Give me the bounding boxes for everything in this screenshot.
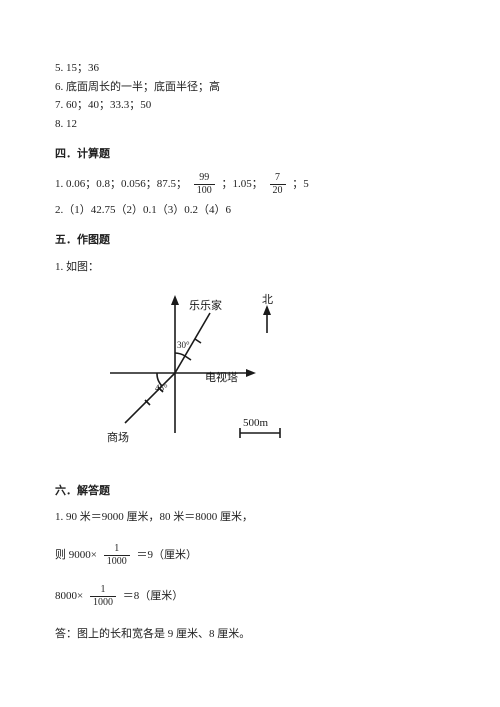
fraction-denominator: 1000 bbox=[104, 556, 130, 567]
answer-line-5: 5. 15；36 bbox=[55, 60, 445, 77]
sec4-q1-part-c: ；5 bbox=[292, 178, 309, 190]
fraction-denominator: 100 bbox=[194, 185, 215, 196]
sec4-q1-part-a: 1. 0.06；0.8；0.056；87.5； bbox=[55, 178, 187, 190]
sec4-q2: 2.（1）42.75（2）0.1（3）0.2（4）6 bbox=[55, 202, 445, 219]
sec6-line2-a: 则 9000× bbox=[55, 549, 97, 561]
sec6-q1-line1: 1. 90 米＝9000 厘米，80 米＝8000 厘米， bbox=[55, 509, 445, 526]
angle-45: 45° bbox=[155, 383, 168, 393]
answer-line-7: 7. 60；40；33.3；50 bbox=[55, 97, 445, 114]
fraction-numerator: 1 bbox=[90, 585, 116, 597]
section-6-title: 六．解答题 bbox=[55, 483, 445, 500]
label-shop: 商场 bbox=[107, 430, 129, 444]
fraction-denominator: 1000 bbox=[90, 597, 116, 608]
fraction-1-1000: 1 1000 bbox=[104, 544, 130, 567]
label-lele: 乐乐家 bbox=[189, 298, 222, 312]
coordinate-diagram: 乐乐家 北 电视塔 商场 500m 30° 45° bbox=[85, 283, 445, 469]
angle-30: 30° bbox=[177, 340, 190, 350]
sec4-q1: 1. 0.06；0.8；0.056；87.5； 99 100 ；1.05； 7 … bbox=[55, 173, 445, 196]
sec5-q1: 1. 如图： bbox=[55, 259, 445, 276]
sec6-line2-b: ＝9（厘米） bbox=[136, 549, 197, 561]
sec6-line3-a: 8000× bbox=[55, 590, 83, 602]
sec6-q1-line2: 则 9000× 1 1000 ＝9（厘米） bbox=[55, 544, 445, 567]
label-north: 北 bbox=[262, 293, 273, 306]
fraction-7-20: 7 20 bbox=[270, 173, 286, 196]
answer-line-8: 8. 12 bbox=[55, 116, 445, 133]
label-scale: 500m bbox=[243, 417, 269, 429]
section-5-title: 五．作图题 bbox=[55, 232, 445, 249]
sec6-line3-b: ＝8（厘米） bbox=[123, 590, 184, 602]
answer-line-6: 6. 底面周长的一半；底面半径；高 bbox=[55, 79, 445, 96]
sec6-q1-answer: 答：图上的长和宽各是 9 厘米、8 厘米。 bbox=[55, 626, 445, 643]
fraction-1-1000-b: 1 1000 bbox=[90, 585, 116, 608]
label-tv: 电视塔 bbox=[205, 370, 238, 384]
sec6-q1-line3: 8000× 1 1000 ＝8（厘米） bbox=[55, 585, 445, 608]
fraction-numerator: 7 bbox=[270, 173, 286, 185]
section-4-title: 四．计算题 bbox=[55, 146, 445, 163]
fraction-numerator: 99 bbox=[194, 173, 215, 185]
fraction-denominator: 20 bbox=[270, 185, 286, 196]
fraction-99-100: 99 100 bbox=[194, 173, 215, 196]
fraction-numerator: 1 bbox=[104, 544, 130, 556]
sec4-q1-part-b: ；1.05； bbox=[222, 178, 263, 190]
